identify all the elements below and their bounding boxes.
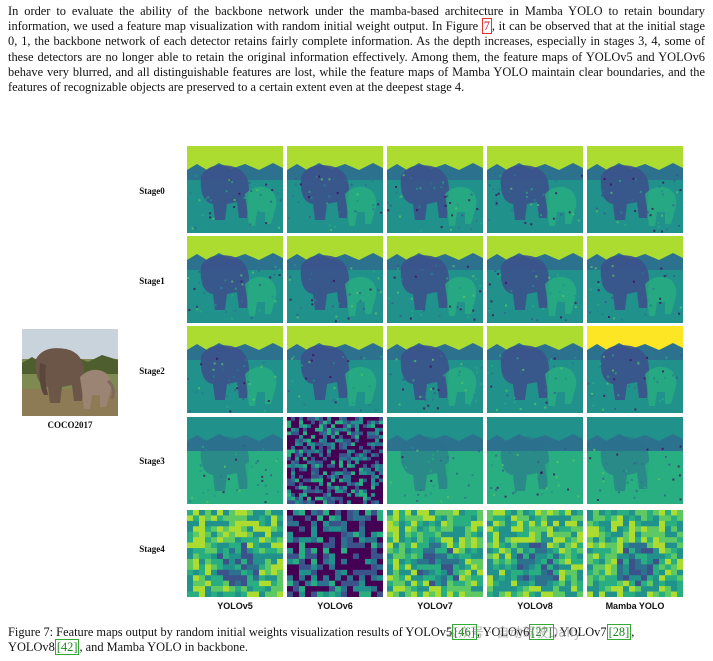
model-label-yolov6: YOLOv6 (317, 601, 353, 611)
feature-map-mamba-yolo-stage3 (587, 417, 683, 504)
original-image (22, 329, 118, 416)
feature-map-yolov8-stage1 (487, 236, 583, 323)
citation-46[interactable]: [46] (452, 624, 477, 640)
figure-ref-link[interactable]: 7 (481, 18, 492, 35)
intro-text-1: In order to evaluate the ability of the … (8, 4, 705, 34)
stage-label-4: Stage4 (139, 544, 165, 554)
feature-map-yolov6-stage2 (287, 326, 383, 413)
stage-label-0: Stage0 (139, 186, 165, 196)
citation-28[interactable]: [28] (606, 624, 632, 640)
feature-map-yolov5-stage0 (187, 146, 283, 233)
caption-prefix: Figure 7: Feature maps output by random … (8, 625, 453, 639)
feature-map-mamba-yolo-stage0 (587, 146, 683, 233)
model-label-mamba-yolo: Mamba YOLO (605, 601, 665, 611)
feature-map-mamba-yolo-stage2 (587, 326, 683, 413)
model-label-yolov5: YOLOv5 (217, 601, 253, 611)
caption-suffix: , and Mamba YOLO in backbone. (79, 640, 248, 655)
feature-map-yolov8-stage3 (487, 417, 583, 504)
feature-map-yolov5-stage1 (187, 236, 283, 323)
model-label-yolov8: YOLOv8 (517, 601, 553, 611)
feature-map-yolov8-stage2 (487, 326, 583, 413)
feature-map-yolov6-stage4 (287, 510, 383, 597)
stage-label-3: Stage3 (139, 456, 165, 466)
intro-text-2: , it can be observed that at the initial… (8, 19, 705, 95)
model-label-yolov7: YOLOv7 (417, 601, 453, 611)
stage-label-1: Stage1 (139, 276, 165, 286)
feature-map-yolov7-stage0 (387, 146, 483, 233)
feature-map-yolov5-stage3 (187, 417, 283, 504)
feature-map-yolov6-stage1 (287, 236, 383, 323)
caption-mid-2: , YOLOv7 (554, 625, 607, 639)
feature-map-yolov8-stage4 (487, 510, 583, 597)
intro-paragraph: In order to evaluate the ability of the … (8, 4, 705, 95)
feature-map-mamba-yolo-stage1 (587, 236, 683, 323)
feature-map-yolov6-stage0 (287, 146, 383, 233)
caption-mid-1: , YOLOv6 (476, 625, 530, 639)
feature-map-yolov5-stage2 (187, 326, 283, 413)
feature-map-yolov7-stage4 (387, 510, 483, 597)
figure-caption: Figure 7: Feature maps output by random … (8, 624, 705, 656)
citation-42[interactable]: [42] (54, 639, 80, 656)
feature-map-yolov8-stage0 (487, 146, 583, 233)
feature-map-mamba-yolo-stage4 (587, 510, 683, 597)
feature-map-yolov7-stage1 (387, 236, 483, 323)
citation-27[interactable]: [27] (529, 624, 555, 640)
caption-mid-3: , YOLOv8 (8, 625, 635, 655)
feature-map-yolov7-stage2 (387, 326, 483, 413)
feature-map-yolov7-stage3 (387, 417, 483, 504)
original-image-label: COCO2017 (47, 420, 93, 430)
stage-label-2: Stage2 (139, 366, 165, 376)
feature-map-yolov5-stage4 (187, 510, 283, 597)
feature-map-yolov6-stage3 (287, 417, 383, 504)
